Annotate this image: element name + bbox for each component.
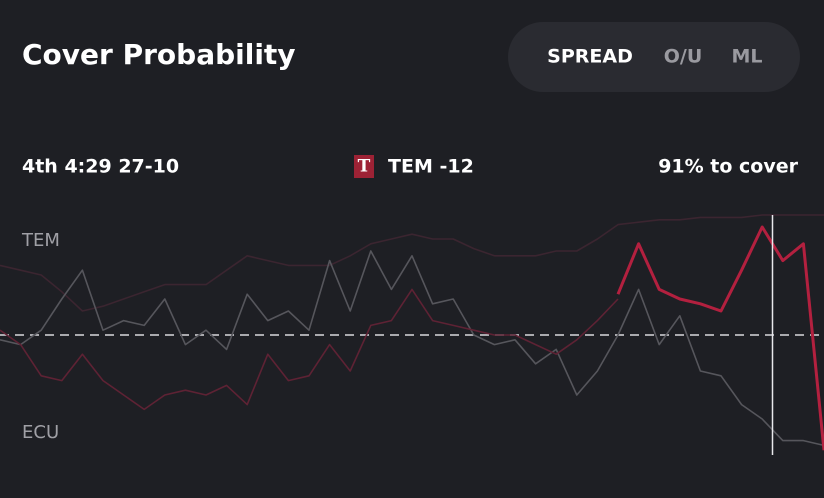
cover-probability: 91% to cover <box>658 156 798 178</box>
team-logo-letter: T <box>358 157 371 177</box>
title: Cover Probability <box>22 38 296 71</box>
series-line <box>0 250 824 447</box>
game-state: 4th 4:29 27-10 <box>22 156 179 178</box>
tab-bar <box>508 22 800 92</box>
series-line <box>0 288 619 411</box>
bottom-team-label: ECU <box>22 422 59 443</box>
tab-spread[interactable]: SPREAD <box>547 46 633 68</box>
series-line <box>0 214 824 312</box>
series-line <box>616 225 824 451</box>
top-team-label: TEM <box>21 230 60 251</box>
tab-ou[interactable]: O/U <box>664 46 703 68</box>
team-logo <box>354 155 374 178</box>
spread-line: TEM -12 <box>388 156 474 178</box>
tab-ml[interactable]: ML <box>731 46 762 68</box>
